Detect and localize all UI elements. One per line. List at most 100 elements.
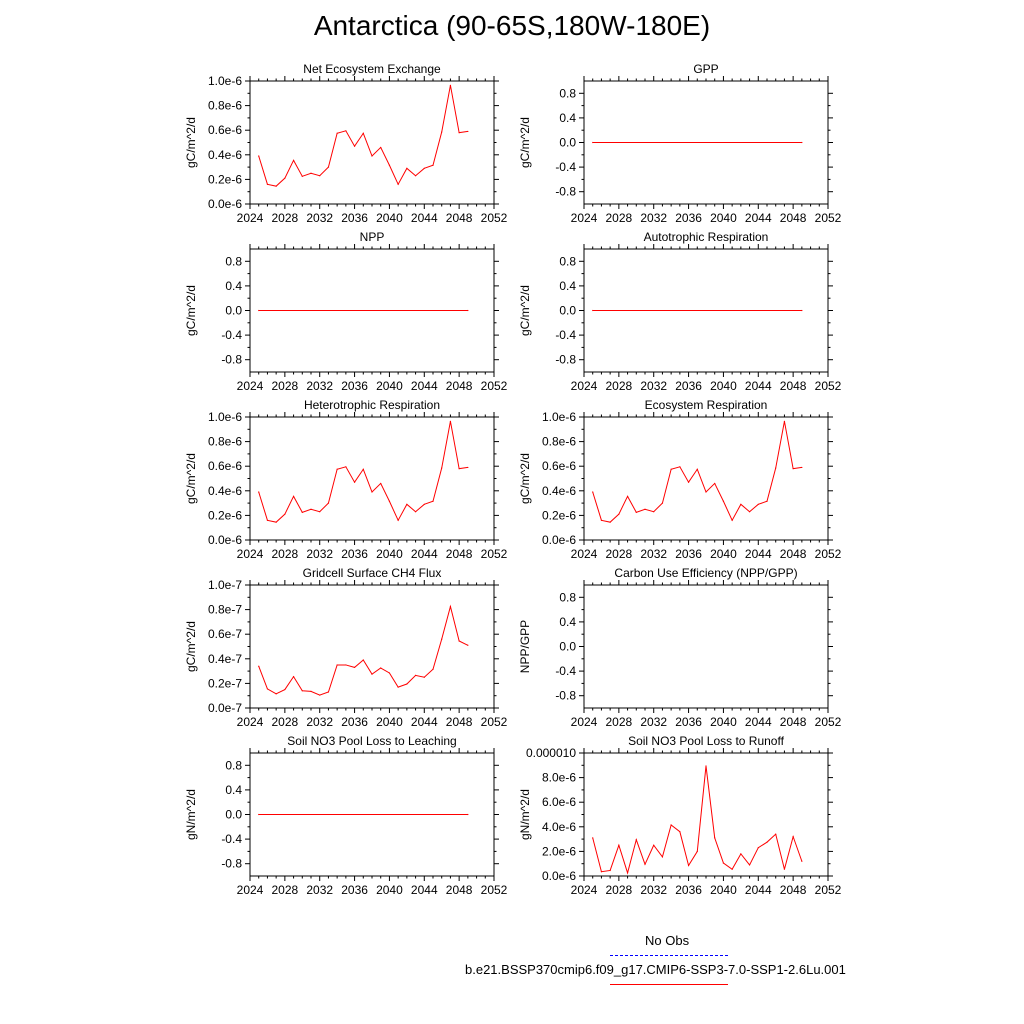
x-tick-label: 2052 [815, 547, 842, 561]
x-tick-label: 2024 [237, 211, 264, 225]
x-tick-label: 2028 [606, 211, 633, 225]
data-point [740, 503, 742, 505]
data-point [458, 640, 460, 642]
x-tick-label: 2048 [446, 211, 473, 225]
x-tick-label: 2032 [640, 715, 667, 729]
panel-6: 2024 2028 2032 2036 2040 2044 2048 2052 0.0e-7 0.… [184, 566, 508, 729]
y-axis-label: gC/m^2/d [518, 453, 532, 504]
data-point [441, 131, 443, 133]
data-point [679, 466, 681, 468]
data-point [319, 694, 321, 696]
data-point [319, 175, 321, 177]
panel-9: 2024 2028 2032 2036 2040 2044 2048 2052 0.0e-6 2.… [518, 734, 842, 897]
data-point [775, 467, 777, 469]
x-tick-label: 2040 [376, 211, 403, 225]
y-tick-label: 0.0e-6 [208, 197, 242, 211]
x-tick-label: 2032 [640, 883, 667, 897]
x-tick-label: 2052 [481, 715, 508, 729]
data-point [757, 503, 759, 505]
x-tick-label: 2028 [272, 715, 299, 729]
data-point [327, 166, 330, 168]
x-tick-label: 2044 [411, 547, 438, 561]
data-point [592, 491, 594, 493]
data-point [353, 481, 356, 483]
y-tick-label: 4.0e-6 [542, 820, 576, 834]
y-tick-label: 0.4e-7 [208, 652, 242, 666]
data-point [414, 511, 417, 513]
data-point [362, 132, 364, 134]
x-tick-label: 2048 [446, 715, 473, 729]
legend-case-line [610, 984, 728, 985]
panel-3: 2024 2028 2032 2036 2040 2044 2048 2052 -0.8 -0.4… [518, 230, 842, 393]
data-point [284, 177, 286, 179]
y-tick-label: 0.4 [559, 111, 576, 125]
y-tick-label: 0.8e-6 [208, 99, 242, 113]
data-point [371, 155, 373, 157]
x-tick-label: 2024 [237, 379, 264, 393]
y-tick-label: 0.6e-6 [208, 459, 242, 473]
data-point [687, 864, 690, 867]
y-axis-label: gC/m^2/d [184, 621, 198, 672]
data-point [397, 519, 399, 521]
x-tick-label: 2040 [376, 715, 403, 729]
y-tick-label: 0.8 [559, 86, 576, 100]
data-point [414, 674, 417, 677]
data-point [653, 844, 655, 846]
x-tick-label: 2044 [745, 211, 772, 225]
x-tick-label: 2052 [481, 379, 508, 393]
y-tick-label: -0.4 [221, 328, 242, 342]
data-point [458, 468, 460, 470]
data-point [327, 502, 330, 504]
data-point [801, 860, 803, 862]
series-line [258, 604, 469, 696]
y-tick-label: -0.8 [221, 353, 242, 367]
panel-8: 2024 2028 2032 2036 2040 2044 2048 2052 -0.8 -0.4… [184, 734, 508, 897]
data-point [635, 839, 637, 841]
panel-7: 2024 2028 2032 2036 2040 2044 2048 2052 -0.8 -0.4… [518, 566, 842, 729]
y-tick-label: 0.8e-7 [208, 603, 242, 617]
data-point [301, 511, 303, 513]
x-tick-label: 2028 [272, 547, 299, 561]
data-point [362, 468, 364, 470]
y-tick-label: 0.4 [559, 615, 576, 629]
x-tick-label: 2024 [237, 715, 264, 729]
data-point [380, 482, 382, 485]
y-axis-label: gC/m^2/d [518, 285, 532, 336]
x-tick-label: 2048 [780, 211, 807, 225]
data-point [432, 500, 434, 502]
y-tick-label: 2.0e-6 [542, 844, 576, 858]
y-tick-label: 0.8 [559, 254, 576, 268]
data-point [722, 862, 725, 864]
y-axis-label: gC/m^2/d [184, 285, 198, 336]
data-point [406, 503, 408, 505]
x-tick-label: 2040 [710, 211, 737, 225]
x-tick-label: 2024 [571, 211, 598, 225]
y-tick-label: 0.6e-6 [208, 123, 242, 137]
plot-frame [249, 416, 495, 541]
data-point [258, 491, 260, 493]
data-point [275, 521, 277, 523]
data-point [696, 468, 698, 470]
data-point [292, 495, 295, 497]
y-tick-label: 0.0e-6 [208, 533, 242, 547]
y-tick-label: -0.8 [555, 353, 576, 367]
x-tick-label: 2028 [272, 883, 299, 897]
panel-title: Gridcell Surface CH4 Flux [303, 566, 442, 580]
data-point [592, 309, 594, 312]
data-point [336, 132, 338, 134]
data-point [731, 868, 733, 870]
data-point [600, 871, 603, 873]
data-point [618, 844, 620, 846]
data-point [592, 141, 594, 144]
data-point [406, 167, 408, 169]
data-point [441, 638, 443, 640]
plot-frame [583, 752, 829, 877]
x-tick-label: 2044 [745, 547, 772, 561]
data-point [301, 175, 303, 177]
x-tick-label: 2044 [745, 883, 772, 897]
data-point [371, 491, 373, 493]
x-tick-label: 2048 [446, 883, 473, 897]
y-tick-label: 0.8 [225, 254, 242, 268]
panel-4: 2024 2028 2032 2036 2040 2044 2048 2052 0.0e-6 0.… [184, 398, 508, 561]
